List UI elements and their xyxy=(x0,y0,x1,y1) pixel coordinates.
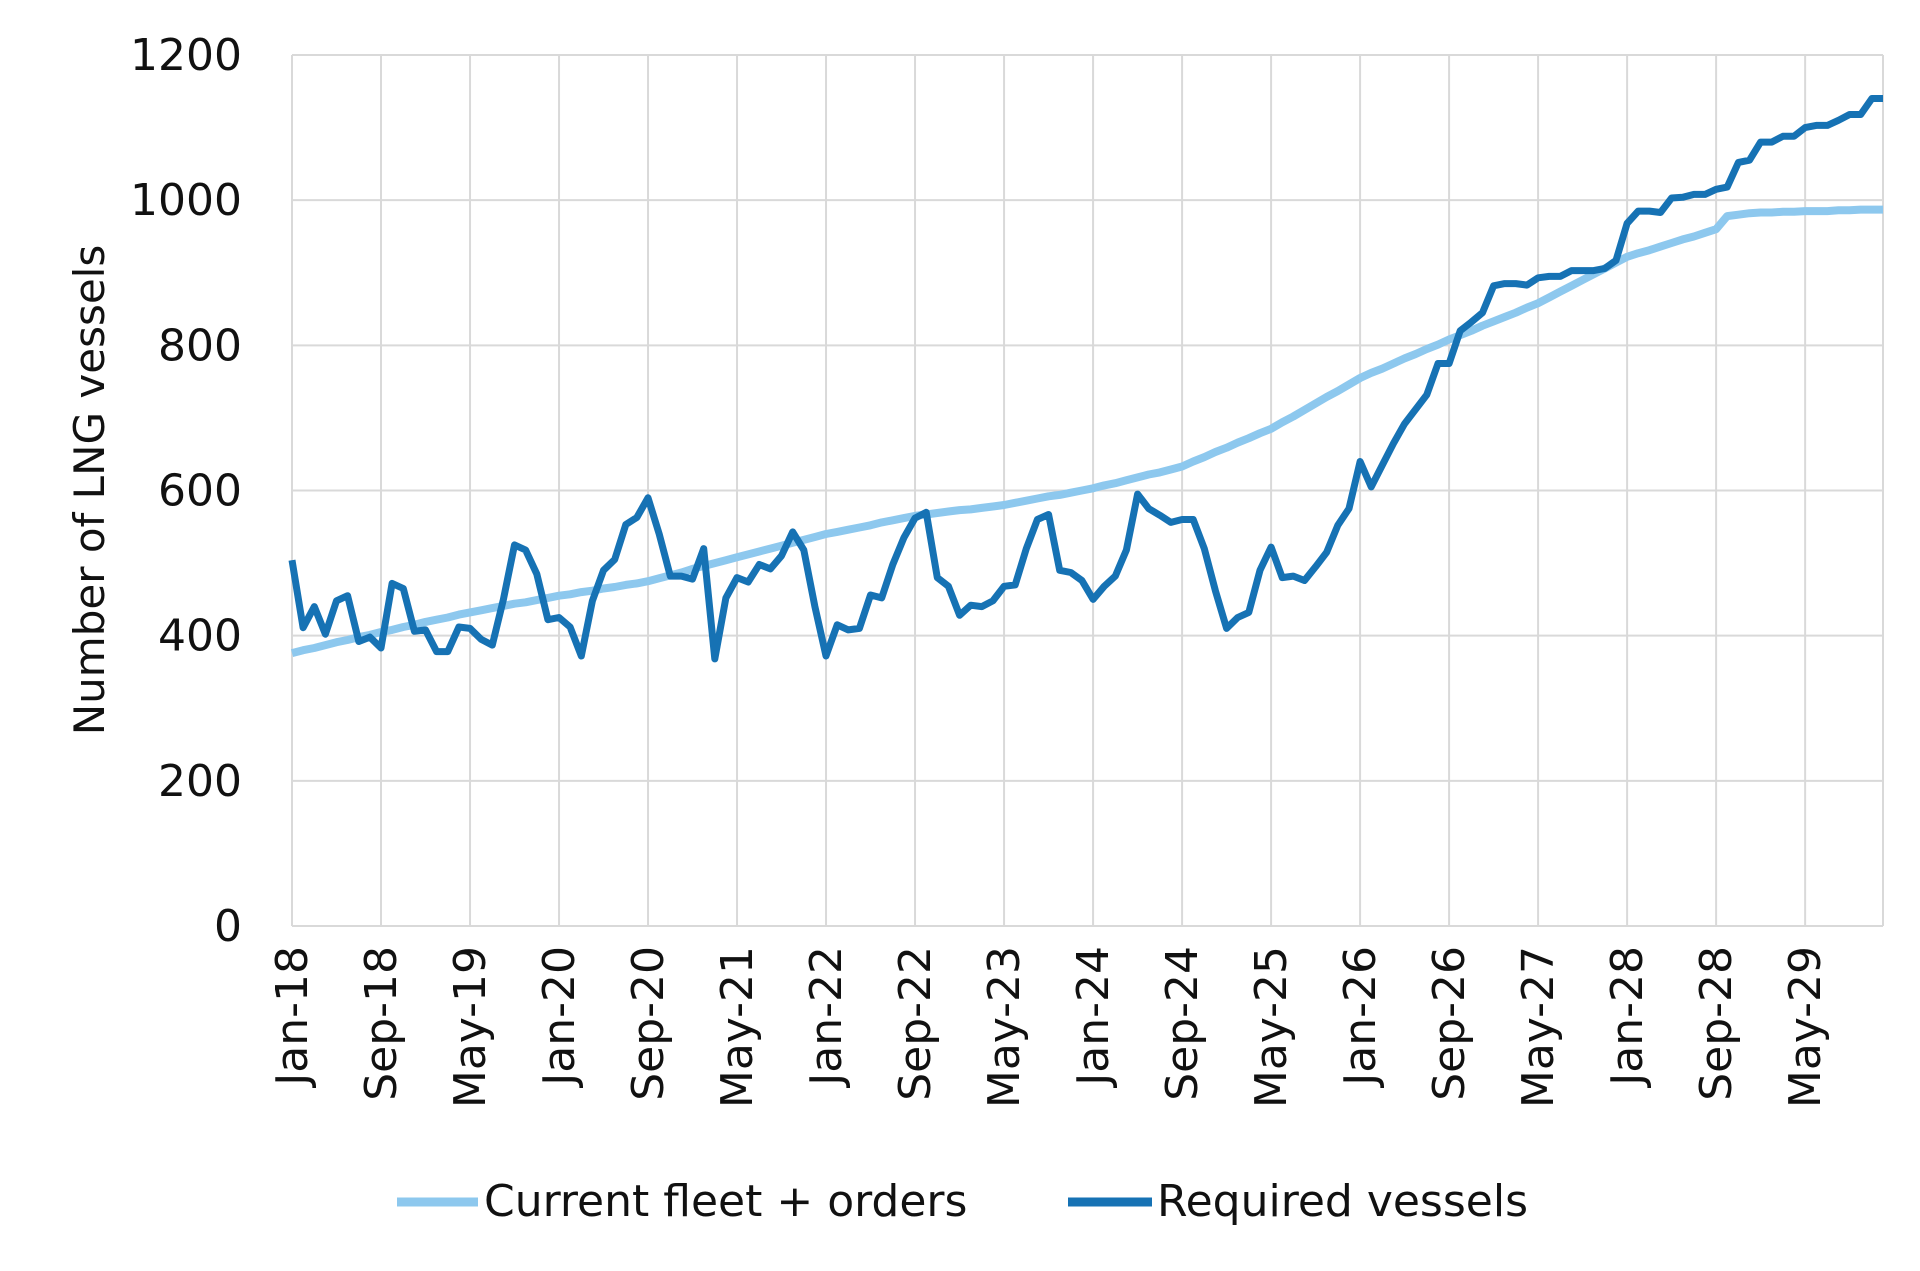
x-tick-label: May-23 xyxy=(979,946,1030,1108)
legend-label-current-fleet: Current fleet + orders xyxy=(484,1176,967,1227)
x-tick-label: May-27 xyxy=(1513,946,1564,1108)
x-tick-label: May-21 xyxy=(712,946,763,1108)
x-tick-label: May-29 xyxy=(1780,946,1831,1108)
y-axis: 0 200 400 600 800 1000 1200 xyxy=(130,30,242,952)
x-tick-label: Jan-26 xyxy=(1335,946,1386,1089)
x-tick-label: Sep-26 xyxy=(1424,946,1475,1101)
x-tick-label: Jan-24 xyxy=(1068,946,1119,1089)
x-tick-label: Jan-18 xyxy=(267,946,318,1089)
x-tick-label: May-19 xyxy=(445,946,496,1108)
x-tick-label: Jan-20 xyxy=(534,946,585,1089)
legend-label-required: Required vessels xyxy=(1157,1176,1528,1227)
x-tick-label: Sep-28 xyxy=(1691,946,1742,1101)
x-tick-label: May-25 xyxy=(1246,946,1297,1108)
y-tick-label: 400 xyxy=(158,611,242,662)
y-tick-label: 200 xyxy=(158,756,242,807)
x-tick-label: Sep-18 xyxy=(356,946,407,1101)
x-tick-label: Jan-28 xyxy=(1602,946,1653,1089)
series-lines xyxy=(288,95,1883,663)
x-tick-label: Sep-24 xyxy=(1157,946,1208,1101)
x-tick-label: Jan-22 xyxy=(801,946,852,1089)
x-tick-label: Sep-20 xyxy=(623,946,674,1101)
legend: Current fleet + orders Required vessels xyxy=(397,1176,1528,1227)
x-axis: Jan-18 Sep-18 May-19 Jan-20 Sep-20 May-21 Jan-… xyxy=(267,946,1831,1108)
series-line-required-vessels xyxy=(288,95,1883,663)
y-tick-label: 600 xyxy=(158,466,242,517)
y-tick-label: 800 xyxy=(158,320,242,371)
y-axis-label: Number of LNG vessels xyxy=(65,245,114,735)
y-tick-label: 1200 xyxy=(130,30,242,81)
y-tick-label: 1000 xyxy=(130,175,242,226)
x-tick-label: Sep-22 xyxy=(890,946,941,1101)
y-tick-label: 0 xyxy=(214,901,242,952)
